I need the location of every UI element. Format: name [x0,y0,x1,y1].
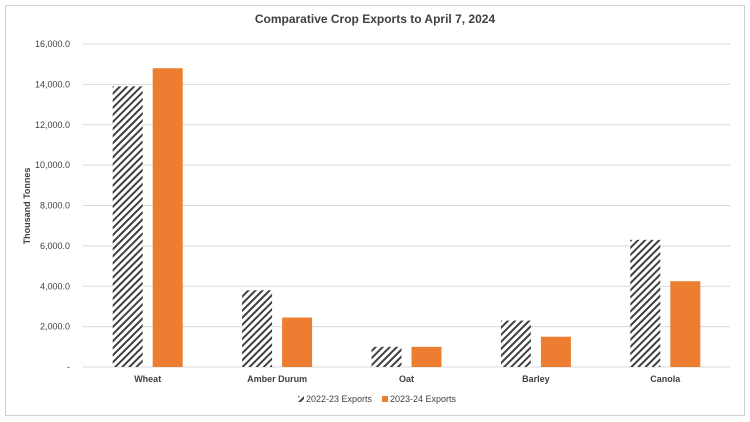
bar-2023-24 [411,346,442,367]
bar-2023-24 [540,336,571,367]
legend-label: 2022-23 Exports [306,394,373,404]
bar-2023-24 [152,68,183,367]
bar-2023-24 [670,281,701,367]
x-tick-label: Oat [399,374,414,384]
legend-label: 2023-24 Exports [390,394,457,404]
y-tick-label: 14,000.0 [35,79,70,89]
x-tick-label: Amber Durum [247,374,307,384]
x-tick-label: Wheat [134,374,161,384]
y-tick-label: 6,000.0 [40,241,70,251]
legend-swatch [298,396,304,402]
chart-border [5,5,745,416]
bar-2022-23 [500,320,531,367]
legend-swatch [382,396,388,402]
bar-2022-23 [371,346,402,367]
y-tick-label: 16,000.0 [35,39,70,49]
y-tick-label: 12,000.0 [35,120,70,130]
bar-2023-24 [282,317,313,367]
y-tick-label: 8,000.0 [40,201,70,211]
y-tick-label: - [67,362,70,372]
chart-title: Comparative Crop Exports to April 7, 202… [254,12,496,26]
bar-2022-23 [630,239,661,367]
y-tick-label: 4,000.0 [40,281,70,291]
y-axis-label: Thousand Tonnes [22,168,32,245]
y-tick-label: 2,000.0 [40,322,70,332]
x-tick-label: Barley [522,374,550,384]
bar-2022-23 [112,86,143,368]
bar-2022-23 [242,290,273,367]
x-tick-label: Canola [650,374,681,384]
y-tick-label: 10,000.0 [35,160,70,170]
